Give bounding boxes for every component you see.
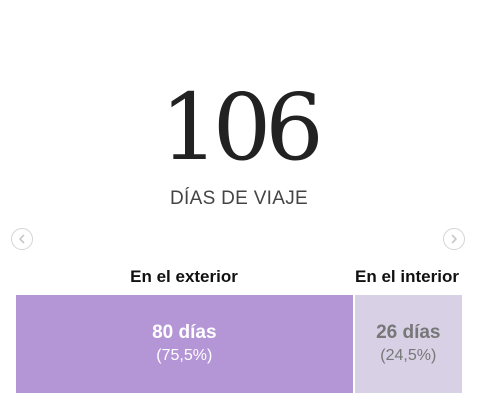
- interior-segment: 26 días (24,5%): [352, 295, 462, 393]
- days-breakdown-bar: 80 días (75,5%) 26 días (24,5%): [16, 295, 462, 393]
- chevron-right-icon: [451, 234, 457, 244]
- interior-percent: (24,5%): [380, 347, 437, 364]
- exterior-segment: 80 días (75,5%): [16, 295, 353, 393]
- total-days-caption: DÍAS DE VIAJE: [170, 188, 308, 209]
- total-days-number: 106: [160, 74, 324, 181]
- exterior-label: En el exterior: [130, 267, 238, 286]
- prev-button[interactable]: [11, 228, 33, 250]
- exterior-percent: (75,5%): [156, 347, 213, 364]
- interior-days: 26 días: [376, 322, 441, 343]
- chevron-left-icon: [19, 234, 25, 244]
- next-button[interactable]: [443, 228, 465, 250]
- interior-label: En el interior: [355, 267, 459, 286]
- exterior-days: 80 días: [152, 322, 217, 343]
